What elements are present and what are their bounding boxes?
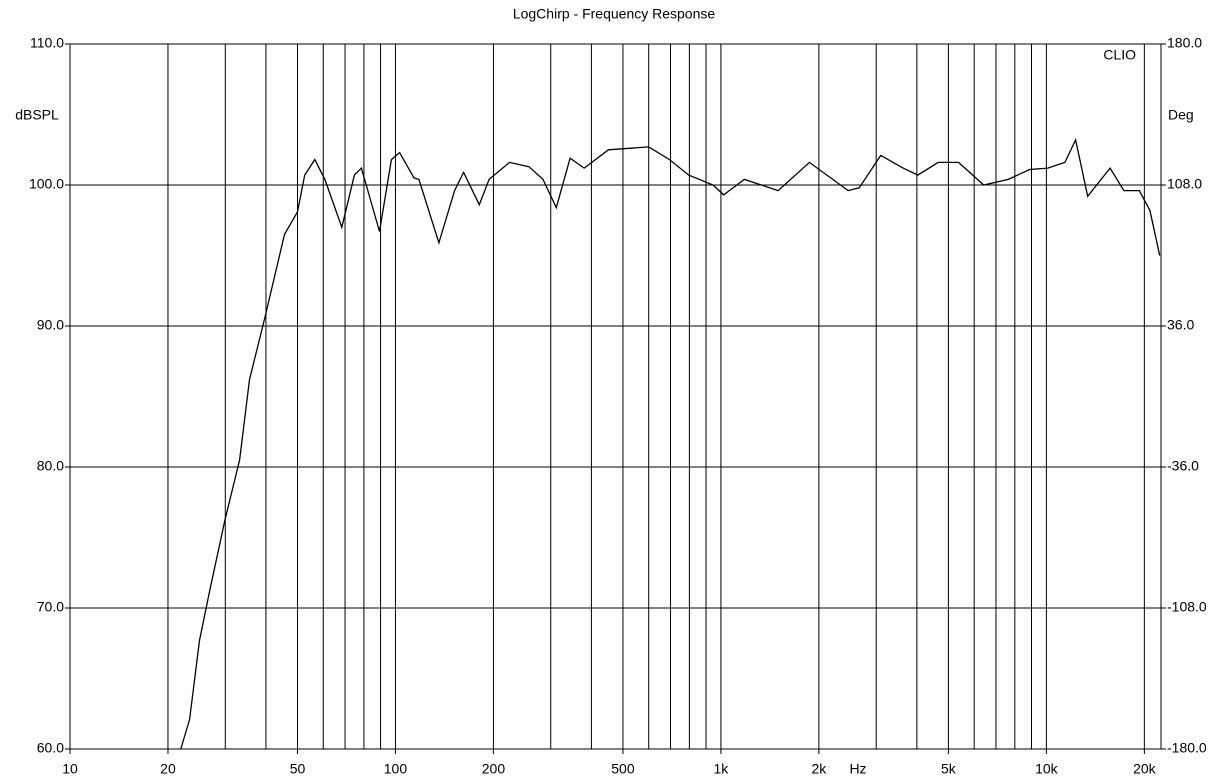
y2-tick-label: -36.0	[1167, 458, 1199, 474]
y2-tick-label: -108.0	[1167, 599, 1207, 615]
y2-tick-label: -180.0	[1167, 740, 1207, 756]
response-line	[180, 137, 1161, 750]
y-tick-label: 70.0	[37, 599, 64, 615]
x-tick-label: 100	[384, 761, 408, 777]
x-tick-label: 10k	[1035, 761, 1059, 777]
x-tick-label: 1k	[714, 761, 730, 777]
x-tick-label: 500	[611, 761, 635, 777]
x-tick-label: 200	[482, 761, 506, 777]
y-axis-label: dBSPL	[15, 107, 59, 123]
x-tick-label: 2k	[811, 761, 827, 777]
x-tick-label: 20	[160, 761, 176, 777]
x-tick-label: 10	[62, 761, 78, 777]
y2-tick-label: 180.0	[1167, 35, 1202, 51]
y-tick-label: 60.0	[37, 740, 64, 756]
x-axis-label: Hz	[849, 761, 866, 777]
chart-title: LogChirp - Frequency Response	[513, 6, 716, 22]
y-tick-label: 100.0	[29, 176, 64, 192]
y2-tick-label: 36.0	[1167, 317, 1194, 333]
y-tick-label: 90.0	[37, 317, 64, 333]
x-tick-label: 50	[290, 761, 306, 777]
y-tick-label: 110.0	[30, 35, 64, 51]
y-tick-label: 80.0	[37, 458, 64, 474]
x-tick-label: 20k	[1133, 761, 1157, 777]
x-tick-label: 5k	[941, 761, 957, 777]
y2-tick-label: 108.0	[1167, 176, 1202, 192]
y2-axis-label: Deg	[1168, 107, 1194, 123]
annotation: CLIO	[1103, 47, 1136, 63]
